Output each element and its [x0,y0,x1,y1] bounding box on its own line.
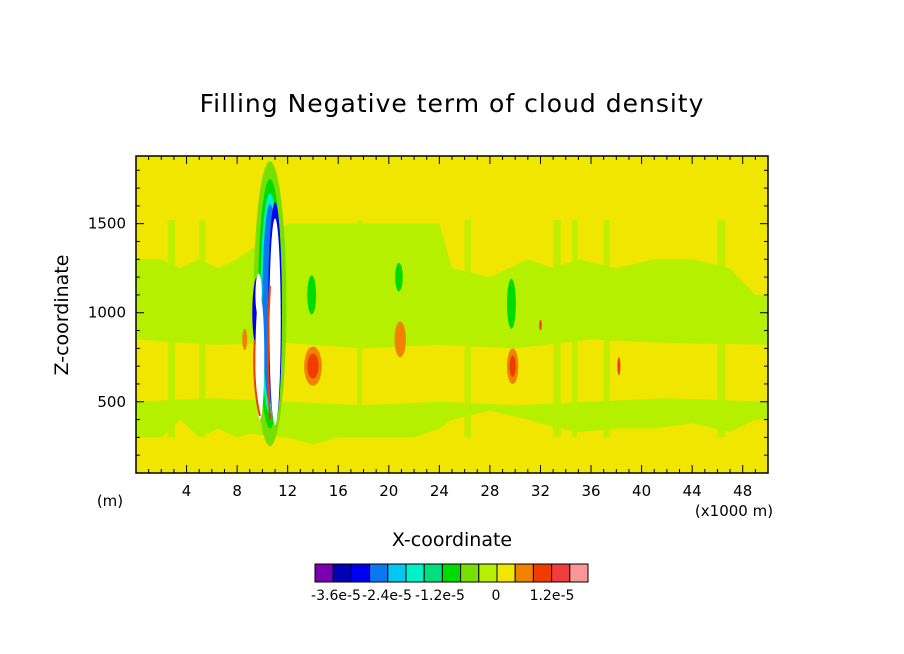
colorbar-swatch [387,563,407,583]
y-axis-label: Z-coordinate [51,255,73,376]
colorbar-swatch [496,563,516,583]
colorbar-label: -1.2e-5 [415,588,465,604]
contour-field [136,156,768,473]
streak [199,220,206,438]
colorbar: -3.6e-5 -2.4e-5 -1.2e-5 0 1.2e-5 [311,563,589,604]
positive-patch-14-red [307,353,319,379]
red-contour-mid [267,285,271,420]
x-tick-label: 8 [232,482,242,500]
colorbar-label: -3.6e-5 [311,588,361,604]
colorbar-swatch [369,563,389,583]
core-white [269,218,281,425]
chart-title: Filling Negative term of cloud density [200,89,705,118]
x-axis-label: X-coordinate [392,529,512,551]
colorbar-swatch [332,563,352,583]
streak [464,220,471,438]
colorbar-swatch [405,563,425,583]
x-tick-label: 36 [581,482,600,500]
colorbar-swatch [350,563,371,583]
x-tick-label: 28 [480,482,499,500]
colorbar-swatch [514,563,534,583]
x-tick-label: 16 [329,482,348,500]
y-tick-label: 1000 [88,304,126,322]
x-tick-label: 44 [683,482,702,500]
streak [357,220,363,438]
colorbar-swatch [478,563,498,583]
x-tick-label: 40 [632,482,651,500]
y-unit-note: (m) [97,492,123,510]
negative-patch-14 [307,275,317,315]
colorbar-label: -2.4e-5 [362,588,412,604]
colorbar-swatch [423,563,443,583]
streak [717,220,726,438]
red-contour-left [253,339,261,417]
x-tick-label: 4 [182,482,192,500]
streak [167,220,176,438]
x-tick-label: 32 [531,482,550,500]
yellow-channel [136,339,768,406]
x-tick-label: 20 [379,482,398,500]
x-tick-label: 12 [278,482,297,500]
colorbar-swatch [441,563,462,583]
tiny-red-32 [539,319,542,331]
negative-patch-30 [506,278,516,329]
x-unit-note: (x1000 m) [695,502,773,520]
positive-patch-21 [394,321,406,358]
x-tick-label: 48 [733,482,752,500]
streak [572,220,578,438]
colorbar-swatch [551,563,571,583]
y-tick-label: 1500 [88,215,126,233]
colorbar-label: 1.2e-5 [530,588,575,604]
negative-patch-21 [395,262,403,292]
small-orange [242,328,248,351]
colorbar-swatch [569,563,589,583]
streak [603,220,610,438]
colorbar-swatch [460,563,480,583]
x-tick-label: 24 [430,482,449,500]
tiny-red-38 [617,357,621,376]
y-tick-label: 500 [97,393,126,411]
streak [553,220,561,438]
colorbar-label: 0 [492,588,501,604]
lower-white [255,294,265,420]
colorbar-swatch [314,563,334,583]
positive-patch-30-red [509,355,516,377]
colorbar-swatch [532,563,553,583]
